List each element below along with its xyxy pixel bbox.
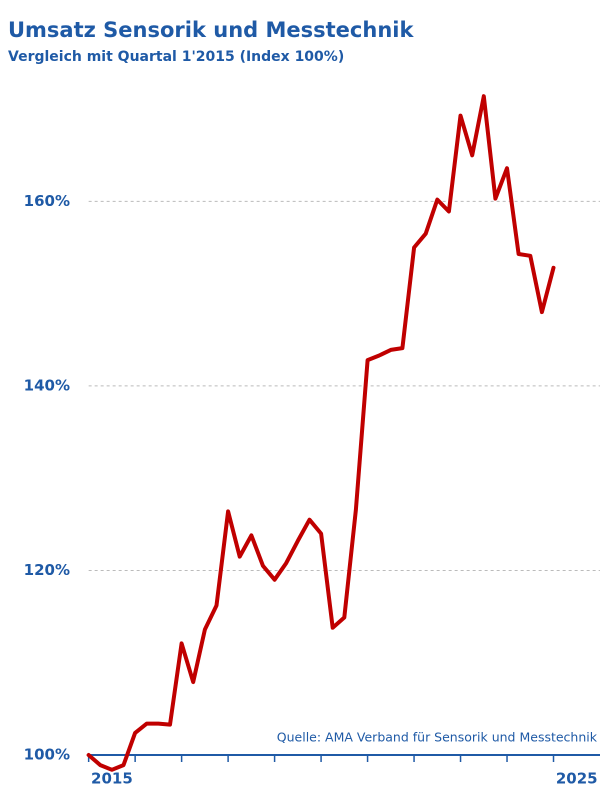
x-tick-label: 2025 <box>556 770 598 788</box>
chart-subtitle: Vergleich mit Quartal 1'2015 (Index 100%… <box>8 49 344 65</box>
y-tick-label: 120% <box>24 561 70 579</box>
chart-title: Umsatz Sensorik und Messtechnik <box>8 18 414 42</box>
y-tick-label: 100% <box>24 746 70 764</box>
data-line <box>86 94 556 772</box>
y-tick-label: 160% <box>24 192 70 210</box>
x-tick-label: 2015 <box>91 770 133 788</box>
source-note: Quelle: AMA Verband für Sensorik und Mes… <box>277 730 598 745</box>
y-tick-label: 140% <box>24 376 70 394</box>
